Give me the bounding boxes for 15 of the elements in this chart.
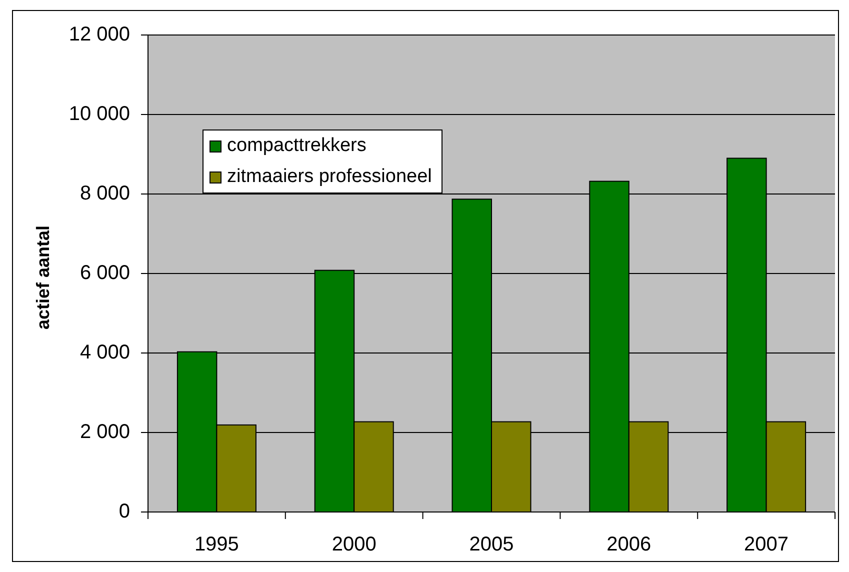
y-tick-label: 6 000 [80,262,130,284]
y-tick-label: 12 000 [68,23,130,46]
y-tick-label: 10 000 [68,102,130,125]
legend-label: zitmaaiers professioneel [227,166,432,188]
legend-label: compacttrekkers [227,135,366,156]
x-tick-label: 1995 [194,533,239,556]
x-tick-label: 2006 [606,533,652,556]
y-tick-label: 8 000 [80,182,130,204]
x-tick-label: 2007 [744,533,789,556]
y-axis-title: actief aantal [32,225,53,330]
x-tick-label: 2000 [332,533,376,556]
y-tick-label: 0 [118,500,130,522]
y-tick-label: 2 000 [80,420,130,443]
y-tick-label: 4 000 [80,341,130,364]
x-tick-label: 2005 [469,533,514,556]
